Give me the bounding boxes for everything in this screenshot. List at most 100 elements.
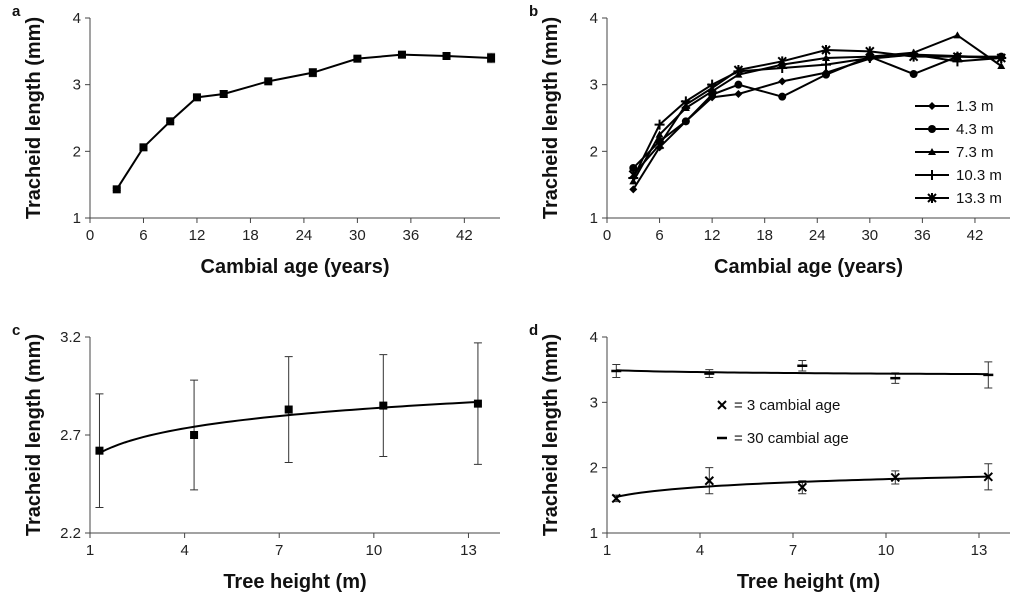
data-point <box>822 70 831 79</box>
data-point <box>166 117 175 126</box>
legend-label: = 30 cambial age <box>734 430 849 447</box>
legend-label: 7.3 m <box>956 144 994 161</box>
x-tick-label: 36 <box>914 227 931 244</box>
data-point <box>611 493 622 504</box>
data-point <box>219 90 228 98</box>
data-point <box>654 139 665 150</box>
y-tick-label: 3 <box>73 77 81 94</box>
data-point <box>865 46 875 57</box>
x-tick-label: 0 <box>86 227 94 244</box>
legend-label: 1.3 m <box>956 98 994 115</box>
y-tick-label: 2 <box>590 460 598 477</box>
x-axis-label: Tree height (m) <box>737 571 880 593</box>
x-tick-label: 6 <box>655 227 663 244</box>
legend-marker <box>928 148 936 155</box>
x-tick-label: 4 <box>696 542 704 559</box>
data-point <box>139 143 148 152</box>
x-tick-label: 30 <box>861 227 878 244</box>
y-tick-label: 4 <box>590 10 598 27</box>
data-point <box>909 70 918 78</box>
legend-marker <box>927 170 937 180</box>
data-point <box>190 431 199 439</box>
x-axis-label: Cambial age (years) <box>201 256 390 278</box>
y-tick-label: 1 <box>590 210 598 227</box>
data-point <box>734 80 743 89</box>
legend-marker <box>928 102 936 110</box>
legend: 1.3 m 4.3 m 7.3 m 10.3 m 13.3 m <box>915 98 1002 207</box>
y-tick-label: 1 <box>73 210 81 227</box>
x-tick-label: 0 <box>603 227 611 244</box>
x-tick-label: 13 <box>971 542 988 559</box>
panel-letter: b <box>529 3 538 20</box>
series-line <box>632 48 1002 176</box>
series-4 <box>628 45 1006 180</box>
data-point <box>379 401 388 410</box>
y-axis-label: Tracheid length (mm) <box>540 334 562 536</box>
panel-letter: c <box>12 322 20 339</box>
series-0 <box>95 342 482 509</box>
legend-label: 4.3 m <box>956 121 994 138</box>
data-point <box>442 52 451 60</box>
y-tick-label: 4 <box>590 329 598 346</box>
x-tick-label: 18 <box>756 227 773 244</box>
legend-marker <box>928 125 936 133</box>
data-point <box>890 472 901 483</box>
data-point <box>353 54 362 63</box>
trendline <box>616 475 989 498</box>
legend-marker <box>927 193 937 203</box>
legend-label: = 3 cambial age <box>734 397 840 414</box>
data-point <box>777 56 787 67</box>
legend-label: 13.3 m <box>956 190 1002 207</box>
x-tick-label: 12 <box>704 227 721 244</box>
x-axis-label: Cambial age (years) <box>714 256 903 278</box>
data-point <box>629 185 638 194</box>
data-point <box>953 31 962 39</box>
data-point <box>733 65 744 75</box>
y-tick-label: 1 <box>590 525 598 542</box>
x-tick-label: 42 <box>456 227 473 244</box>
data-point <box>473 399 482 408</box>
x-tick-label: 13 <box>460 542 477 559</box>
data-point <box>654 119 665 130</box>
data-point <box>704 476 715 486</box>
data-point <box>681 99 691 110</box>
series-1 <box>611 360 994 389</box>
legend-marker <box>717 400 727 410</box>
x-tick-label: 4 <box>180 542 188 559</box>
y-tick-label: 3 <box>590 394 598 411</box>
y-axis-label: Tracheid length (mm) <box>23 17 45 219</box>
chart-panel-c: 1 4 7 10 13 2.2 2.7 3.2 Tree height (m) Tracheid … <box>12 322 500 593</box>
data-point <box>734 90 743 98</box>
data-point <box>797 482 808 492</box>
data-point <box>308 68 317 77</box>
data-point <box>778 77 787 86</box>
data-point <box>112 185 121 194</box>
x-tick-label: 7 <box>789 542 797 559</box>
legend: = 3 cambial age = 30 cambial age <box>717 397 849 447</box>
x-tick-label: 24 <box>809 227 826 244</box>
y-tick-label: 4 <box>73 10 81 27</box>
data-point <box>629 164 638 172</box>
x-tick-label: 30 <box>349 227 366 244</box>
x-tick-label: 7 <box>275 542 283 559</box>
data-point <box>397 50 406 59</box>
x-tick-label: 42 <box>967 227 984 244</box>
legend-label: 10.3 m <box>956 167 1002 184</box>
x-axis-label: Tree height (m) <box>223 571 366 593</box>
panel-letter: a <box>12 3 21 20</box>
series-line <box>632 53 1002 179</box>
panel-letter: d <box>529 322 538 339</box>
x-tick-label: 12 <box>189 227 206 244</box>
data-point <box>822 54 831 61</box>
trendline <box>99 400 478 454</box>
data-point <box>908 51 919 62</box>
data-point <box>821 59 832 70</box>
x-tick-label: 10 <box>366 542 383 559</box>
data-point <box>284 405 293 414</box>
data-point <box>655 130 664 138</box>
series-0 <box>611 463 994 504</box>
data-point <box>997 62 1006 69</box>
